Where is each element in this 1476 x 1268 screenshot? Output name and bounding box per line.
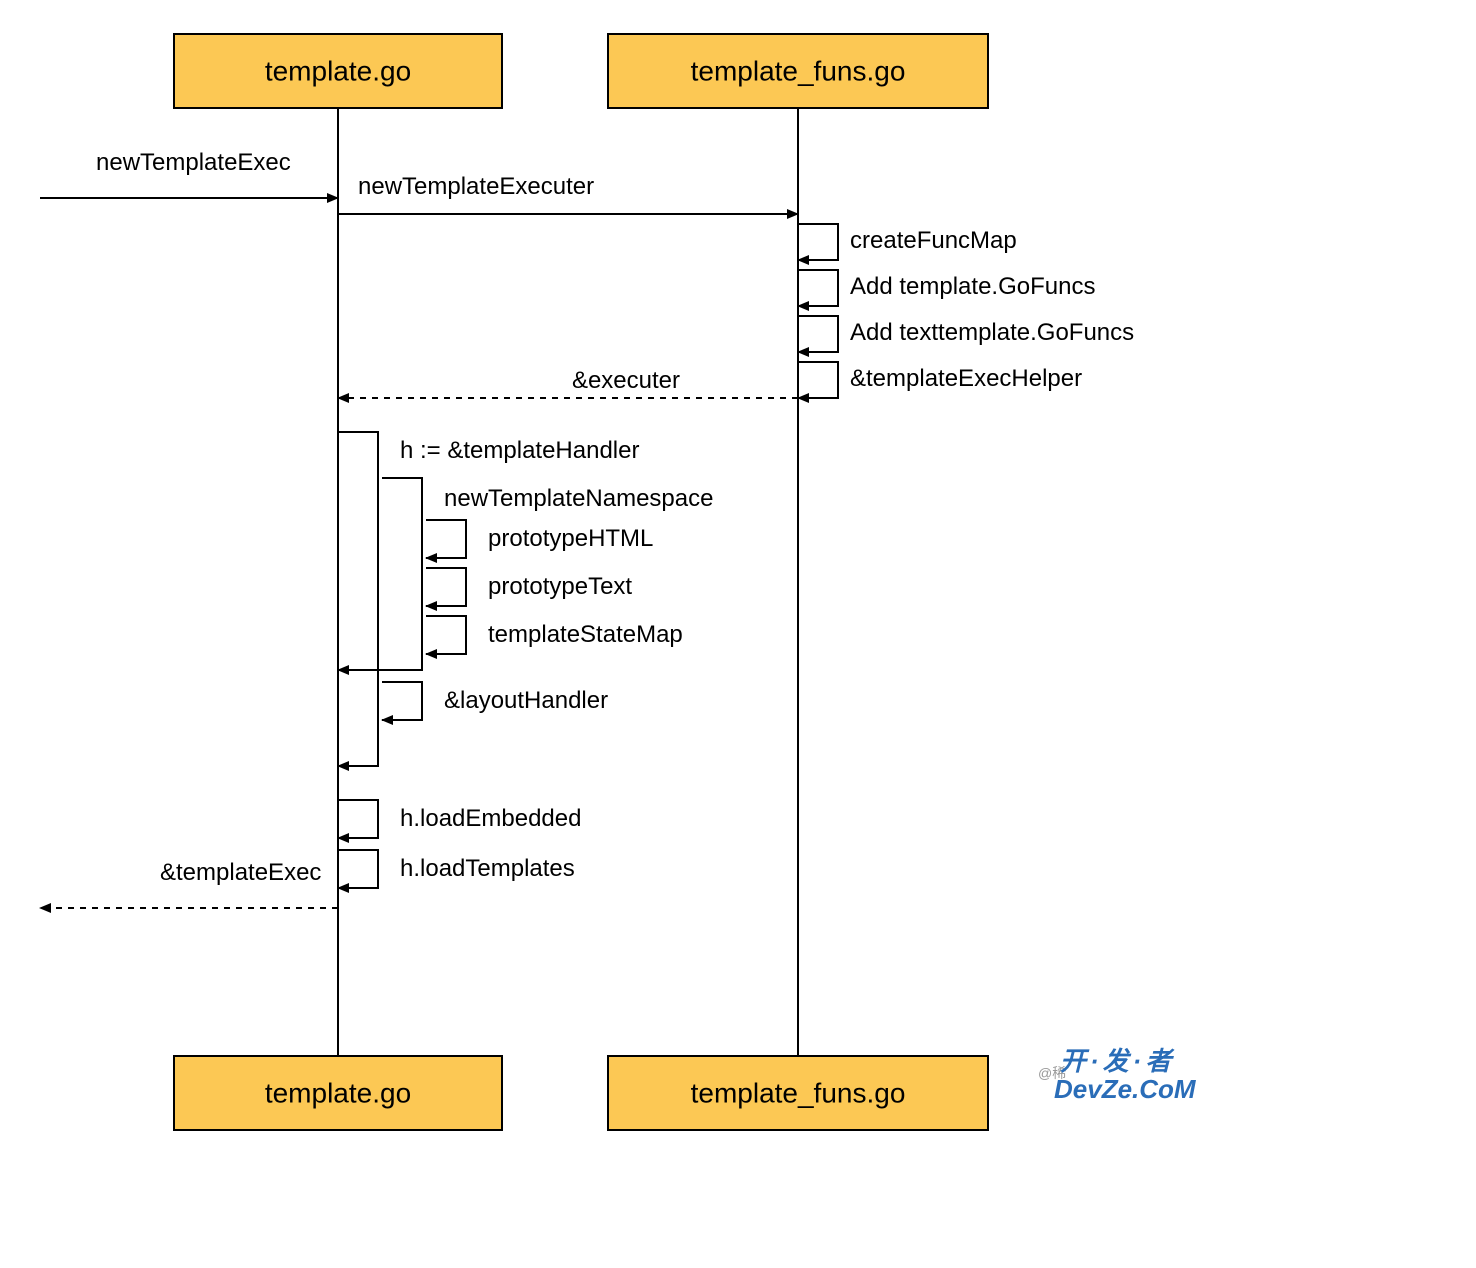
participant-label: template.go bbox=[265, 1077, 411, 1108]
msg-close-11 bbox=[338, 478, 422, 670]
msg-label-10: templateStateMap bbox=[488, 621, 683, 648]
msg-label-1: createFuncMap bbox=[850, 227, 1017, 254]
participant-p2-top: template_funs.go bbox=[608, 34, 988, 108]
participant-label: template_funs.go bbox=[691, 1077, 906, 1108]
watermark-line1: 开·发·者 bbox=[1060, 1046, 1175, 1076]
participant-label: template.go bbox=[265, 55, 411, 86]
msg-label-9: prototypeText bbox=[488, 573, 632, 600]
msg-label-3: Add texttemplate.GoFuncs bbox=[850, 319, 1134, 346]
entry-label: newTemplateExec bbox=[96, 149, 291, 176]
participant-p1-bottom: template.go bbox=[174, 1056, 502, 1130]
participant-p1-top: template.go bbox=[174, 34, 502, 108]
msg-label-8: prototypeHTML bbox=[488, 525, 653, 552]
msg-label-2: Add template.GoFuncs bbox=[850, 273, 1095, 300]
watermark-line2: DevZe.CoM bbox=[1054, 1074, 1197, 1104]
msg-self-2 bbox=[798, 270, 838, 306]
msg-label-6: h := &templateHandler bbox=[400, 437, 639, 464]
participant-label: template_funs.go bbox=[691, 55, 906, 86]
msg-label-4: &templateExecHelper bbox=[850, 365, 1082, 392]
msg-label-15: h.loadTemplates bbox=[400, 855, 575, 882]
msg-label-7: newTemplateNamespace bbox=[444, 485, 713, 512]
msg-label-14: h.loadEmbedded bbox=[400, 805, 581, 832]
sequence-diagram: template.go template_funs.go template.go te… bbox=[0, 0, 1476, 1268]
msg-self-8 bbox=[426, 520, 466, 558]
msg-self-3 bbox=[798, 316, 838, 352]
msg-self-9 bbox=[426, 568, 466, 606]
msg-self-15 bbox=[338, 850, 378, 888]
msg-self-10 bbox=[426, 616, 466, 654]
msg-label-5: &executer bbox=[572, 367, 680, 394]
exit-label: &templateExec bbox=[160, 859, 321, 886]
msg-label-12: &layoutHandler bbox=[444, 687, 608, 714]
msg-self-4 bbox=[798, 362, 838, 398]
msg-self-14 bbox=[338, 800, 378, 838]
msg-self-12 bbox=[382, 682, 422, 720]
participant-p2-bottom: template_funs.go bbox=[608, 1056, 988, 1130]
msg-label-0: newTemplateExecuter bbox=[358, 173, 594, 200]
msg-close-13 bbox=[338, 432, 378, 766]
msg-self-1 bbox=[798, 224, 838, 260]
